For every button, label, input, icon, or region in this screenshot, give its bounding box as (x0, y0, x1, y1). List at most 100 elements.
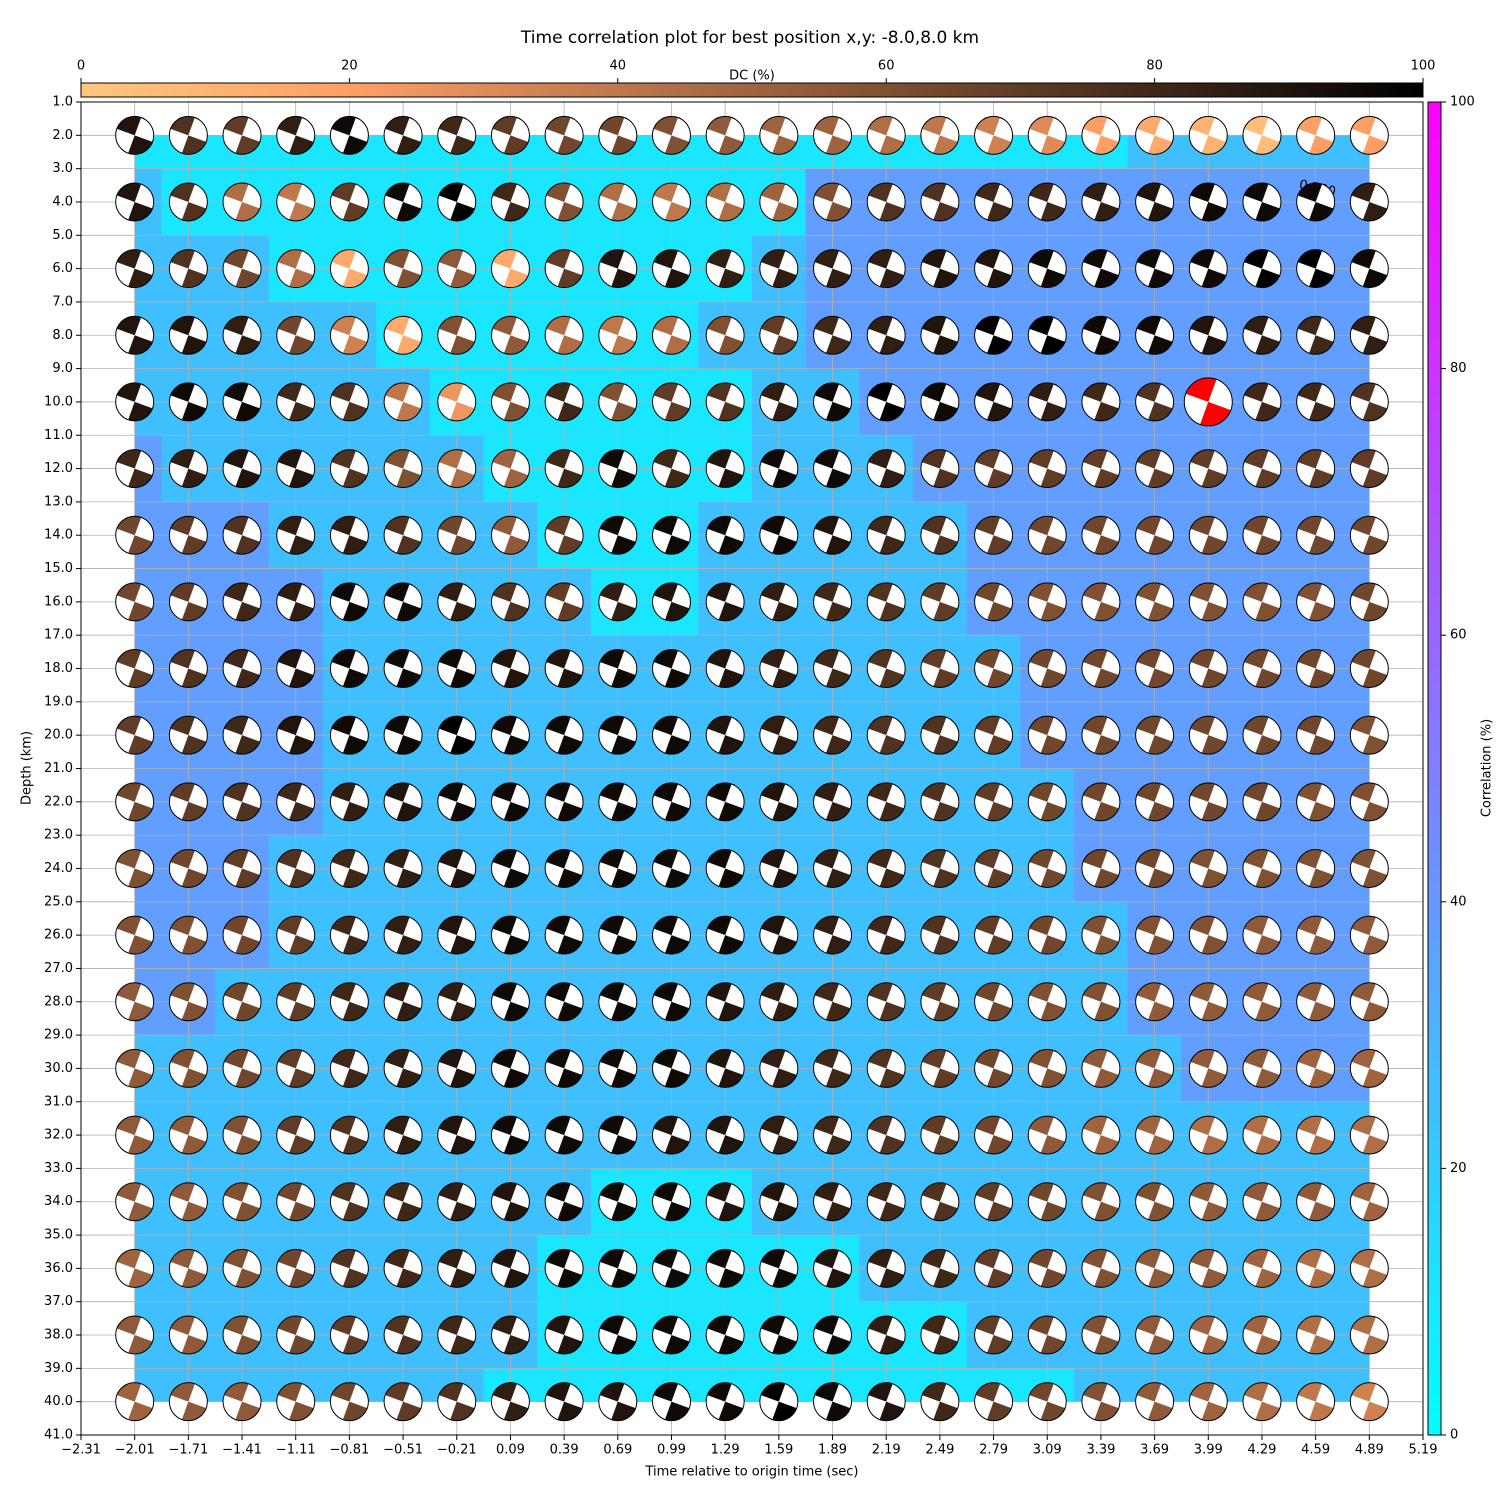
beachball-quadrant (1201, 801, 1227, 821)
beachball-quadrant (1297, 649, 1323, 669)
beachball-quadrant (1255, 1201, 1280, 1221)
beachball (1081, 782, 1121, 822)
beachball-quadrant (1362, 401, 1388, 421)
beachball-quadrant (1029, 516, 1054, 536)
beachball-quadrant (826, 668, 851, 688)
beachball-quadrant (224, 582, 249, 602)
x-tick-label: 2.19 (872, 1443, 901, 1458)
beachball (383, 1248, 423, 1288)
beachball-outline (598, 915, 638, 955)
beachball-quadrant (772, 801, 797, 821)
y-tick-label: 9.0 (52, 361, 73, 376)
beachball-quadrant (1094, 868, 1119, 888)
beachball (866, 1248, 906, 1288)
beachball-outline (115, 782, 155, 822)
beachball-quadrant (396, 201, 421, 221)
beachball-quadrant (933, 335, 958, 355)
beachball-outline (651, 715, 691, 755)
beachball (1135, 915, 1175, 955)
beachball-outline (490, 848, 530, 888)
beachball-outline (705, 982, 745, 1022)
beachball (1296, 915, 1336, 955)
beachball-quadrant (975, 316, 1001, 336)
beachball (1296, 782, 1336, 822)
beachball-quadrant (235, 868, 260, 888)
beachball-quadrant (1040, 1335, 1066, 1355)
beachball-quadrant (611, 268, 636, 288)
beachball-quadrant (772, 1001, 797, 1021)
beachball (651, 1115, 691, 1155)
beachball-quadrant (1244, 1316, 1269, 1336)
beachball-outline (437, 582, 477, 622)
beachball-quadrant (438, 116, 464, 136)
beachball-quadrant (1083, 1182, 1108, 1202)
beachball-outline (598, 1382, 638, 1422)
beachball-quadrant (653, 916, 678, 936)
beachball-quadrant (450, 1268, 475, 1288)
beachball (974, 649, 1014, 689)
beachball-quadrant (503, 735, 529, 755)
beachball-quadrant (1255, 1068, 1280, 1088)
beachball-quadrant (922, 649, 947, 669)
beachball (1349, 649, 1389, 689)
beachball-quadrant (975, 1249, 1001, 1269)
beachball-outline (115, 1048, 155, 1088)
beachball-quadrant (503, 1201, 529, 1221)
beachball-quadrant (718, 468, 744, 488)
beachball-quadrant (922, 1182, 947, 1202)
beachball-quadrant (224, 716, 249, 736)
beachball-quadrant (1255, 135, 1280, 155)
beachball (490, 915, 530, 955)
beachball-quadrant (1309, 801, 1334, 821)
beachball (383, 649, 423, 689)
beachball (329, 1382, 369, 1422)
beachball-quadrant (1148, 935, 1173, 955)
beachball-quadrant (1190, 116, 1215, 136)
beachball-outline (168, 315, 208, 355)
beachball-outline (1027, 715, 1067, 755)
beachball-quadrant (718, 735, 744, 755)
beachball-outline (866, 715, 906, 755)
beachball-outline (276, 1115, 316, 1155)
beachball-outline (329, 249, 369, 289)
beachball-outline (544, 1115, 584, 1155)
beachball (598, 449, 638, 489)
beachball-quadrant (1083, 1116, 1108, 1136)
beachball-quadrant (1362, 601, 1388, 621)
beachball-quadrant (760, 1049, 786, 1069)
beachball (1081, 1182, 1121, 1222)
beachball-quadrant (933, 935, 958, 955)
beachball-quadrant (760, 982, 786, 1002)
beachball-quadrant (1362, 135, 1388, 155)
beachball-quadrant (987, 1068, 1012, 1088)
y-tick-label: 20.0 (44, 728, 73, 743)
beachball (490, 1182, 530, 1222)
beachball (974, 782, 1014, 822)
beachball-outline (1349, 649, 1389, 689)
beachball-outline (974, 382, 1014, 422)
beachball-quadrant (557, 335, 582, 355)
correlation-colorbar-tick-label: 20 (1450, 1161, 1467, 1176)
beachball-quadrant (546, 1049, 571, 1069)
beachball (1188, 1048, 1228, 1088)
beachball (490, 649, 530, 689)
beachball-quadrant (1309, 535, 1334, 555)
beachball-quadrant (1190, 1249, 1215, 1269)
beachball-quadrant (557, 268, 582, 288)
beachball-outline (383, 915, 423, 955)
beachball-quadrant (1148, 1001, 1173, 1021)
beachball-outline (813, 382, 853, 422)
beachball-quadrant (772, 1401, 797, 1421)
beachball-quadrant (664, 335, 690, 355)
beachball-quadrant (289, 201, 314, 221)
beachball-quadrant (1309, 468, 1334, 488)
beachball-outline (598, 1315, 638, 1355)
beachball (1188, 782, 1228, 822)
beachball (1296, 449, 1336, 489)
beachball (490, 1382, 530, 1422)
beachball-quadrant (772, 601, 797, 621)
beachball-quadrant (342, 201, 368, 221)
beachball (383, 382, 423, 422)
beachball-quadrant (492, 1182, 517, 1202)
beachball-quadrant (396, 1268, 421, 1288)
